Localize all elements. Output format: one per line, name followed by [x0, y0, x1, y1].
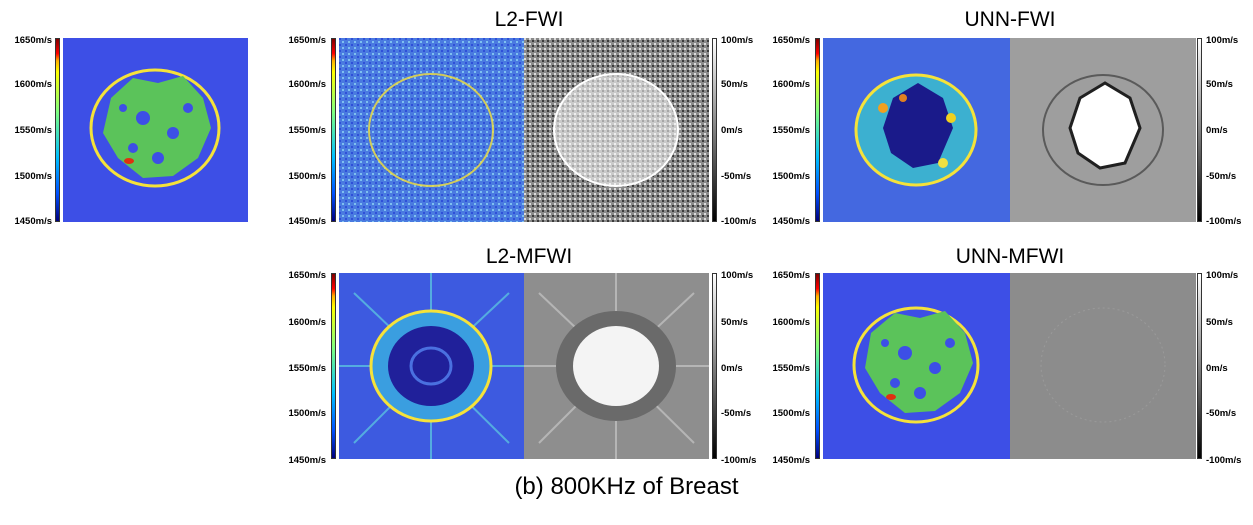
l2mfwi-etick-m100: -100m/s — [721, 455, 757, 466]
unnfwi-vtick-1600: 1600m/s — [772, 79, 810, 90]
unnfwi-etick-100: 100m/s — [1206, 35, 1239, 46]
gt-tick-1550: 1550m/s — [14, 125, 52, 136]
unnfwi-vtick-1500: 1500m/s — [772, 171, 810, 182]
l2mfwi-error-colorbar — [712, 273, 717, 459]
unnmfwi-etick-50: 50m/s — [1206, 317, 1233, 328]
gt-tick-1600: 1600m/s — [14, 79, 52, 90]
unnfwi-vtick-1650: 1650m/s — [772, 35, 810, 46]
title-l2-fwi: L2-FWI — [494, 8, 564, 31]
l2fwi-vtick-1450: 1450m/s — [288, 216, 326, 227]
l2fwi-vtick-1500: 1500m/s — [288, 171, 326, 182]
ground-truth-image — [63, 38, 248, 222]
gt-tick-1500: 1500m/s — [14, 171, 52, 182]
l2fwi-etick-m50: -50m/s — [721, 171, 752, 182]
l2mfwi-etick-100: 100m/s — [721, 270, 754, 281]
unn-fwi-velocity-image — [823, 38, 1010, 222]
l2mfwi-vtick-1500: 1500m/s — [288, 408, 326, 419]
unnfwi-vtick-1550: 1550m/s — [772, 125, 810, 136]
figure-caption: (b) 800KHz of Breast — [514, 473, 739, 500]
l2fwi-vtick-1550: 1550m/s — [288, 125, 326, 136]
l2fwi-vtick-1650: 1650m/s — [288, 35, 326, 46]
l2-mfwi-error-image — [524, 273, 709, 459]
unnmfwi-vtick-1600: 1600m/s — [772, 317, 810, 328]
l2fwi-vtick-1600: 1600m/s — [288, 79, 326, 90]
l2mfwi-velocity-colorbar — [331, 273, 336, 459]
l2-fwi-velocity-image — [339, 38, 524, 222]
l2mfwi-vtick-1450: 1450m/s — [288, 455, 326, 466]
unnmfwi-vtick-1550: 1550m/s — [772, 363, 810, 374]
l2fwi-velocity-colorbar — [331, 38, 336, 222]
l2fwi-etick-50: 50m/s — [721, 79, 748, 90]
l2mfwi-vtick-1600: 1600m/s — [288, 317, 326, 328]
unnmfwi-etick-100: 100m/s — [1206, 270, 1239, 281]
unn-fwi-error-image — [1010, 38, 1196, 222]
unnmfwi-etick-m100: -100m/s — [1206, 455, 1242, 466]
l2fwi-error-colorbar — [712, 38, 717, 222]
unnfwi-velocity-colorbar — [815, 38, 820, 222]
unnmfwi-etick-0: 0m/s — [1206, 363, 1228, 374]
unnfwi-etick-m50: -50m/s — [1206, 171, 1237, 182]
unnfwi-etick-0: 0m/s — [1206, 125, 1228, 136]
l2mfwi-etick-50: 50m/s — [721, 317, 748, 328]
l2mfwi-etick-0: 0m/s — [721, 363, 743, 374]
unnmfwi-etick-m50: -50m/s — [1206, 408, 1237, 419]
unn-mfwi-velocity-image — [823, 273, 1010, 459]
unnmfwi-velocity-colorbar — [815, 273, 820, 459]
gt-tick-1650: 1650m/s — [14, 35, 52, 46]
title-l2-mfwi: L2-MFWI — [485, 245, 573, 268]
unnfwi-etick-50: 50m/s — [1206, 79, 1233, 90]
l2-mfwi-velocity-image — [339, 273, 524, 459]
l2mfwi-vtick-1650: 1650m/s — [288, 270, 326, 281]
title-unn-fwi: UNN-FWI — [964, 8, 1056, 31]
unnmfwi-vtick-1500: 1500m/s — [772, 408, 810, 419]
unnfwi-error-colorbar — [1197, 38, 1202, 222]
unnmfwi-error-colorbar — [1197, 273, 1202, 459]
gt-tick-1450: 1450m/s — [14, 216, 52, 227]
unnmfwi-vtick-1450: 1450m/s — [772, 455, 810, 466]
l2fwi-etick-m100: -100m/s — [721, 216, 757, 227]
unnmfwi-vtick-1650: 1650m/s — [772, 270, 810, 281]
unn-mfwi-error-image — [1010, 273, 1196, 459]
unnfwi-etick-m100: -100m/s — [1206, 216, 1242, 227]
unnfwi-vtick-1450: 1450m/s — [772, 216, 810, 227]
l2mfwi-etick-m50: -50m/s — [721, 408, 752, 419]
l2-fwi-error-image — [524, 38, 709, 222]
l2fwi-etick-0: 0m/s — [721, 125, 743, 136]
l2fwi-etick-100: 100m/s — [721, 35, 754, 46]
title-unn-mfwi: UNN-MFWI — [955, 245, 1065, 268]
l2mfwi-vtick-1550: 1550m/s — [288, 363, 326, 374]
gt-velocity-colorbar — [55, 38, 60, 222]
